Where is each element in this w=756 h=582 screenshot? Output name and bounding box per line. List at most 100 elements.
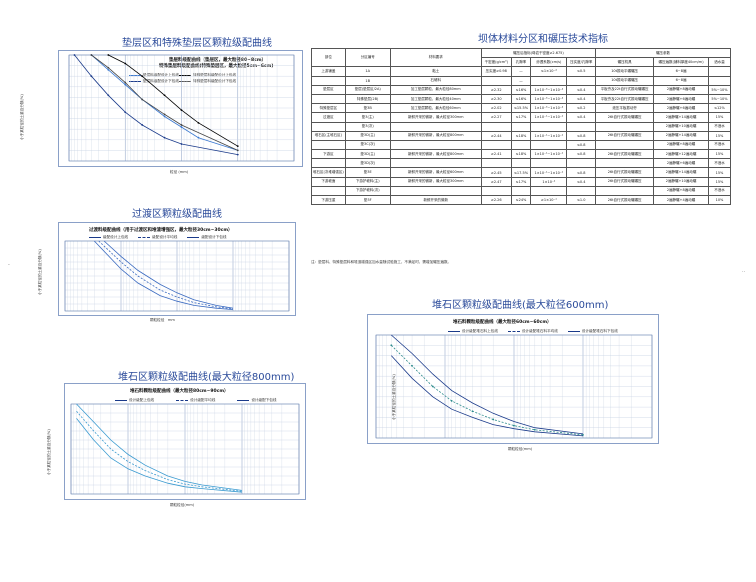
data-point bbox=[390, 344, 393, 347]
table-cell: 液压平板振动夯 bbox=[595, 103, 655, 114]
table-cell: 1×10⁻¹~1×10⁻² bbox=[530, 149, 568, 160]
legend-item: 垫层料级配设计下包线 bbox=[129, 79, 179, 84]
data-point bbox=[431, 385, 434, 388]
y-axis-label: 小于某粒径的土重百分数(%) bbox=[47, 429, 51, 475]
table-cell: 下游护坡料(次) bbox=[344, 185, 391, 197]
table-cell: 2遍静碾+14遍动碾 bbox=[653, 130, 709, 141]
table-cell: ≤0.8 bbox=[566, 139, 597, 151]
data-point bbox=[180, 109, 183, 112]
table-cell: 黏土 bbox=[389, 66, 482, 77]
data-point bbox=[141, 124, 144, 126]
table-row: 下游护坡料(次) 2遍静碾+8遍动碾 不洒水 bbox=[311, 185, 732, 197]
table-cell: ≤18% bbox=[510, 130, 532, 141]
table-row: 下游压重 垫3F 新鲜开采的微新 ≥2.26 ≤24% ≥1×10⁻¹ ≤1.0 26t自行式… bbox=[311, 194, 732, 206]
legend-swatch bbox=[89, 237, 101, 238]
table-cell: ≥2.45 bbox=[480, 167, 512, 178]
legend-item: 垫层料级配设计上包线 bbox=[129, 73, 179, 78]
table-cell bbox=[389, 158, 482, 169]
rockfill-800-chart-plot bbox=[70, 403, 300, 495]
data-point bbox=[90, 75, 93, 78]
legend-label: 设计级配堆石料平均线 bbox=[521, 329, 558, 333]
table-cell bbox=[480, 121, 512, 132]
table-row: 特殊垫层(2B) 加工垫层颗粒，最大粒径40mm ≥2.30 ≤16% 1×10⁻³~1… bbox=[311, 93, 732, 105]
table-cell: 1×10⁻³~1×10⁻⁴ bbox=[530, 103, 568, 114]
table-cell: 新鲜开采的微新，最大粒径300mm bbox=[389, 112, 482, 123]
table-cell bbox=[389, 139, 482, 151]
table-cell: 1×10⁻² bbox=[530, 176, 568, 187]
data-point bbox=[197, 121, 200, 124]
table-cell: 特殊垫层(2B) bbox=[344, 93, 391, 105]
table-cell: 垫3F bbox=[344, 194, 391, 206]
table-cell bbox=[566, 158, 597, 169]
header-cell: 部位 bbox=[311, 47, 346, 68]
chart-title: 堆石料颗粒级配曲线（最大粒径60cm~60cm） bbox=[453, 320, 552, 325]
data-point bbox=[236, 153, 239, 156]
table-cell: ≤0.4 bbox=[566, 176, 597, 187]
data-point bbox=[236, 145, 239, 148]
table-cell: 1×10⁻¹~1×10⁻² bbox=[530, 130, 568, 141]
legend-label: 级配设计上包线 bbox=[103, 235, 129, 239]
data-point bbox=[513, 424, 515, 427]
table-cell bbox=[595, 185, 655, 197]
x-axis-unit: mm bbox=[167, 318, 175, 322]
table-cell: ≥2.32 bbox=[480, 84, 512, 95]
table-cell bbox=[707, 66, 732, 77]
table-cell: 下游护坡料(主) bbox=[344, 176, 391, 187]
data-point bbox=[411, 365, 413, 367]
table-cell bbox=[311, 75, 346, 86]
data-point bbox=[492, 418, 495, 421]
legend-label: 特殊垫层料级配设计上包线 bbox=[193, 73, 237, 77]
legend-swatch bbox=[187, 237, 200, 238]
table-cell: ≤0.4 bbox=[566, 93, 597, 105]
table-cell: 10% bbox=[707, 194, 732, 206]
table-cell: ≥2.02 bbox=[480, 103, 512, 114]
table-cell: 15% bbox=[707, 149, 732, 160]
table-cell: 堆石区(主堆石区) bbox=[311, 130, 346, 141]
table-cell bbox=[530, 121, 568, 132]
plot-frame bbox=[68, 54, 295, 162]
series-line bbox=[391, 355, 584, 437]
table-cell: 15% bbox=[707, 130, 732, 141]
legend-label: 设计级配平均线 bbox=[190, 398, 216, 402]
series-line bbox=[103, 240, 234, 309]
legend-swatch bbox=[176, 400, 189, 401]
cushion-zone-gradation-chart: 垫层料级配曲线（垫层区，最大粒径80~8cm） 特殊垫层料级配曲线(特殊垫层区，… bbox=[58, 50, 303, 167]
table-cell bbox=[480, 139, 512, 151]
table-cell: 下游坡面 bbox=[311, 176, 346, 187]
data-point bbox=[450, 400, 453, 402]
series-line bbox=[98, 240, 234, 310]
table-row: 垫3D(次) 2遍静碾+6遍动碾 不洒水 bbox=[311, 158, 732, 169]
legend-item: 设计级配堆石料上包线 bbox=[448, 329, 498, 334]
table-cell: ≥2.30 bbox=[480, 93, 512, 105]
chart-legend: 特殊垫层料级配设计上包线 特殊垫层料级配设计下包线 bbox=[179, 73, 236, 84]
table-row: 上游铺盖 1A 黏土 压实度≥0.98— ≤1×10⁻⁴ ≤0.5 10t振动平碾碾压 6~8… bbox=[311, 66, 732, 77]
y-axis-label: 小于某粒径的土重百分数(%) bbox=[392, 374, 396, 420]
data-point bbox=[107, 54, 110, 56]
table-cell bbox=[311, 139, 346, 151]
chart-legend: 垫层料级配设计上包线 垫层料级配设计下包线 bbox=[129, 73, 179, 84]
table-cell: 26t自行式振动碾碾压 bbox=[595, 167, 655, 178]
data-point bbox=[236, 149, 239, 152]
table-cell: ≤18% bbox=[510, 149, 532, 160]
table-cell: 加工垫层颗粒，最大粒径80mm bbox=[389, 84, 482, 95]
table-cell: ≥2.47 bbox=[480, 176, 512, 187]
header-cell: 分区编号 bbox=[344, 47, 391, 68]
table-cell: — bbox=[510, 66, 532, 77]
table-cell: 10t振动平碾碾压 bbox=[595, 75, 655, 86]
table-cell bbox=[595, 158, 655, 169]
table-cell: 特殊垫层区 bbox=[311, 103, 346, 114]
legend-swatch bbox=[179, 81, 191, 82]
table-cell: 2遍静碾+12遍动碾 bbox=[653, 149, 709, 160]
table-cell bbox=[510, 139, 532, 151]
table-cell bbox=[566, 121, 597, 132]
table-cell: 新鲜开采的微新，最大粒径600mm bbox=[389, 167, 482, 178]
table-cell bbox=[530, 158, 568, 169]
table-cell bbox=[510, 158, 532, 169]
data-point bbox=[141, 98, 144, 101]
legend-item: 级配设计上包线 bbox=[89, 235, 128, 240]
transition-zone-gradation-chart: 过渡料级配曲线（用于过渡区和堆渣增强区，最大粒径30cm~30cm） 级配设计上… bbox=[58, 222, 296, 316]
table-cell: ≤17% bbox=[510, 176, 532, 187]
table-cell: 加工垫层颗粒，最大粒径40mm bbox=[389, 93, 482, 105]
table-cell: 新鲜开采的微新，最大粒径800mm bbox=[389, 130, 482, 141]
table-cell: 10t振动平碾碾压 bbox=[595, 66, 655, 77]
